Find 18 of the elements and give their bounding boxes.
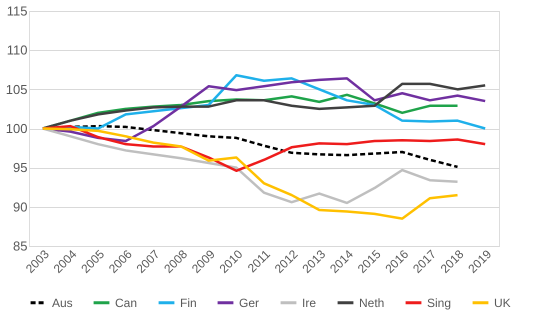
y-tick-label: 110 [6, 42, 28, 58]
line-series [42, 127, 459, 220]
legend-label: Ger [239, 296, 260, 310]
y-tick-label: 115 [6, 4, 28, 18]
line-series [42, 127, 459, 204]
legend-label: Neth [359, 296, 384, 310]
legend-label: Ire [302, 296, 316, 310]
y-tick-label: 90 [13, 199, 28, 214]
legend-label: UK [494, 296, 511, 310]
y-tick-label: 105 [6, 82, 28, 97]
y-tick-label: 85 [13, 238, 28, 254]
legend-label: Fin [180, 296, 197, 310]
legend-label: Can [115, 296, 138, 310]
y-tick-label: 100 [6, 121, 28, 136]
line-series [42, 82, 486, 130]
legend-label: Aus [52, 296, 73, 310]
legend-label: Sing [427, 296, 452, 310]
y-tick-label: 95 [13, 160, 28, 176]
